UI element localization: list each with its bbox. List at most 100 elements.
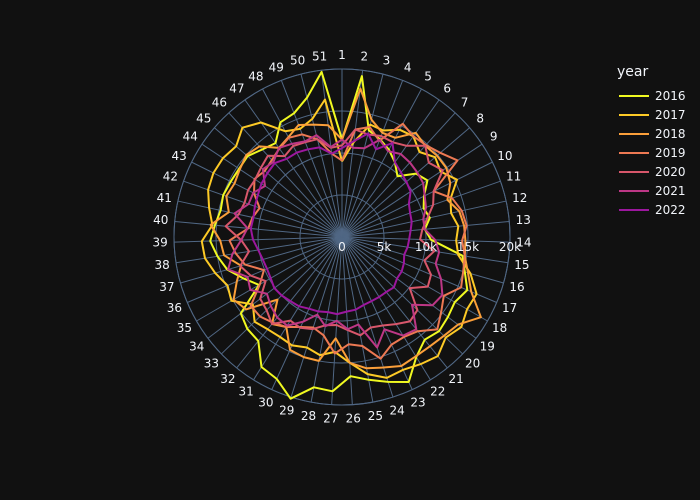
series-line-2016: [209, 70, 469, 400]
angular-gridline-37: [180, 236, 343, 284]
angular-gridline-29: [290, 236, 343, 398]
polar-outline: [173, 68, 511, 406]
radial-tick-label-2: 10k: [415, 240, 437, 254]
series-line-2018: [209, 87, 482, 370]
legend-label-2021: 2021: [655, 183, 686, 198]
angular-gridline-50: [300, 73, 343, 238]
legend-item-2019[interactable]: 2019: [617, 143, 686, 162]
angular-tick-label-8: 8: [476, 112, 484, 126]
legend-item-2017[interactable]: 2017: [617, 105, 686, 124]
angular-gridline-9: [341, 143, 483, 238]
angular-tick-label-37: 37: [159, 280, 174, 294]
angular-tick-label-24: 24: [390, 403, 405, 417]
angular-tick-label-34: 34: [189, 340, 204, 354]
angular-tick-label-28: 28: [301, 409, 316, 423]
angular-tick-label-14: 14: [516, 236, 531, 250]
angular-tick-label-44: 44: [183, 129, 198, 143]
radial-tick-label-0: 0: [338, 240, 346, 254]
angular-gridline-11: [341, 180, 501, 238]
legend-label-2017: 2017: [655, 107, 686, 122]
angular-tick-label-17: 17: [502, 301, 517, 315]
legend-swatch-2016: [619, 94, 649, 97]
angular-tick-label-6: 6: [443, 81, 451, 95]
angular-gridline-30: [271, 236, 343, 390]
legend-swatch-2020: [619, 170, 649, 173]
angular-gridline-35: [196, 236, 343, 322]
radial-tick-label-1: 5k: [377, 240, 392, 254]
angular-tick-label-41: 41: [157, 191, 172, 205]
legend-item-2016[interactable]: 2016: [617, 86, 686, 105]
angular-tick-label-40: 40: [153, 213, 168, 227]
legend-item-2021[interactable]: 2021: [617, 181, 686, 200]
angular-gridline-20: [341, 236, 463, 355]
angular-gridline-6: [341, 99, 440, 238]
angular-gridline-49: [280, 80, 343, 238]
legend-swatch-2017: [619, 113, 649, 116]
angular-tick-label-36: 36: [167, 301, 182, 315]
angular-gridline-3: [341, 73, 384, 238]
angular-tick-label-43: 43: [171, 149, 186, 163]
angular-tick-label-12: 12: [512, 191, 527, 205]
angular-gridline-5: [341, 88, 422, 238]
angular-gridline-46: [228, 112, 343, 238]
radial-tick-label-3: 15k: [457, 240, 479, 254]
angular-tick-label-30: 30: [258, 395, 273, 409]
angular-tick-label-33: 33: [204, 357, 219, 371]
angular-tick-label-29: 29: [279, 403, 294, 417]
angular-tick-label-42: 42: [163, 170, 178, 184]
angular-tick-label-11: 11: [506, 170, 521, 184]
angular-tick-label-51: 51: [312, 49, 327, 63]
angular-gridline-15: [341, 236, 509, 264]
series-line-2019: [228, 122, 468, 360]
angular-gridline-23: [341, 236, 413, 390]
angular-tick-label-49: 49: [269, 60, 284, 74]
angular-tick-label-39: 39: [152, 236, 167, 250]
angular-tick-label-15: 15: [514, 258, 529, 272]
angular-tick-label-20: 20: [465, 357, 480, 371]
angular-tick-label-10: 10: [497, 149, 512, 163]
legend-label-2020: 2020: [655, 164, 686, 179]
angular-tick-label-23: 23: [410, 395, 425, 409]
series-line-2022: [249, 132, 413, 316]
angular-tick-label-5: 5: [424, 70, 432, 84]
angular-gridline-4: [341, 80, 404, 238]
series-line-2020: [224, 128, 444, 337]
angular-tick-label-2: 2: [361, 49, 369, 63]
angular-tick-label-50: 50: [290, 53, 305, 67]
angular-gridline-18: [341, 236, 488, 322]
angular-tick-label-31: 31: [239, 385, 254, 399]
legend-swatch-2022: [619, 208, 649, 211]
angular-gridline-10: [341, 161, 493, 238]
legend-item-2022[interactable]: 2022: [617, 200, 686, 219]
angular-tick-label-35: 35: [177, 321, 192, 335]
angular-gridline-48: [262, 88, 343, 238]
legend-swatch-2019: [619, 151, 649, 154]
radial-tick-label-4: 20k: [499, 240, 521, 254]
legend-swatch-2018: [619, 132, 649, 135]
angular-gridline-21: [341, 236, 448, 369]
angular-tick-label-4: 4: [404, 60, 412, 74]
angular-tick-label-38: 38: [155, 258, 170, 272]
angular-gridline-31: [253, 236, 343, 381]
angular-tick-label-19: 19: [480, 340, 495, 354]
angular-gridline-41: [177, 200, 343, 238]
legend-title: year: [617, 64, 649, 80]
angular-tick-label-13: 13: [516, 213, 531, 227]
angular-gridline-24: [341, 236, 394, 398]
angular-gridline-16: [341, 236, 504, 284]
angular-tick-label-16: 16: [509, 280, 524, 294]
angular-tick-label-46: 46: [212, 96, 227, 110]
angular-gridline-28: [310, 236, 343, 403]
legend-item-2020[interactable]: 2020: [617, 162, 686, 181]
angular-tick-label-7: 7: [461, 96, 469, 110]
angular-gridline-44: [201, 143, 343, 238]
legend-item-2018[interactable]: 2018: [617, 124, 686, 143]
angular-tick-label-18: 18: [492, 321, 507, 335]
angular-gridline-32: [236, 236, 343, 369]
angular-tick-label-45: 45: [196, 112, 211, 126]
angular-tick-label-26: 26: [346, 412, 361, 426]
angular-tick-label-47: 47: [229, 81, 244, 95]
legend-label-2016: 2016: [655, 88, 686, 103]
angular-gridline-14: [341, 236, 510, 243]
